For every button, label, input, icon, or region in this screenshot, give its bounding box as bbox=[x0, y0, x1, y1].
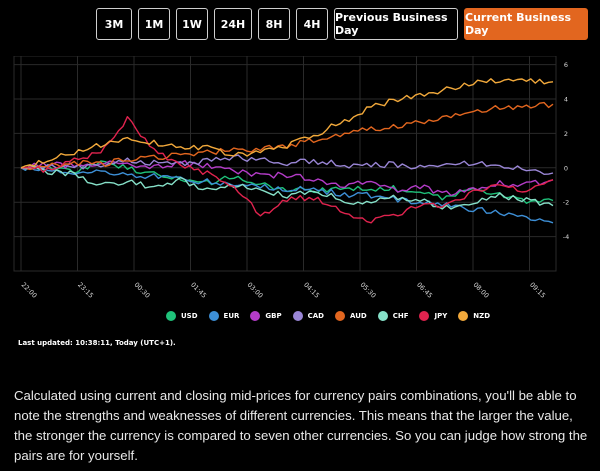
series-line-chf bbox=[20, 165, 554, 210]
legend-label: EUR bbox=[223, 312, 240, 320]
x-tick-label: 05:30 bbox=[359, 281, 378, 300]
timeframe-tabs: 3M 1M 1W 24H 8H 4H Previous Business Day Curren… bbox=[96, 8, 588, 42]
legend-swatch bbox=[335, 311, 345, 321]
legend-item-cad[interactable]: CAD bbox=[292, 311, 324, 321]
legend-item-jpy[interactable]: JPY bbox=[419, 311, 447, 321]
x-tick-label: 00:30 bbox=[133, 281, 152, 300]
tab-4h[interactable]: 4H bbox=[296, 8, 328, 40]
x-tick-label: 08:00 bbox=[472, 281, 491, 300]
legend-swatch bbox=[250, 311, 261, 321]
last-updated-text: Last updated: 10:38:11, Today (UTC+1). bbox=[18, 339, 176, 347]
tab-24h[interactable]: 24H bbox=[214, 8, 252, 40]
y-tick-label: 0 bbox=[564, 164, 568, 172]
currency-strength-chart: 22:00 23:15 00:30 01:45 03:00 04:15 05:30 06:45… bbox=[13, 56, 569, 300]
x-tick-label: 04:15 bbox=[302, 281, 321, 300]
series-line-gbp bbox=[20, 159, 554, 197]
series-line-nzd bbox=[20, 78, 554, 169]
tab-1w[interactable]: 1W bbox=[176, 8, 208, 40]
legend-item-chf[interactable]: CHF bbox=[377, 311, 409, 321]
legend-label: USD bbox=[181, 312, 198, 320]
tab-previous-business-day[interactable]: Previous Business Day bbox=[334, 8, 458, 40]
x-tick-label: 23:15 bbox=[76, 281, 95, 300]
y-tick-label: 6 bbox=[564, 61, 568, 69]
legend-item-aud[interactable]: AUD bbox=[335, 311, 367, 321]
series-line-eur bbox=[20, 166, 554, 224]
legend-label: NZD bbox=[473, 312, 491, 320]
tab-8h[interactable]: 8H bbox=[258, 8, 290, 40]
y-tick-label: -2 bbox=[563, 199, 569, 207]
legend-swatch bbox=[166, 311, 176, 321]
legend-item-usd[interactable]: USD bbox=[166, 311, 198, 321]
legend-swatch bbox=[419, 311, 430, 321]
description-paragraph: Calculated using current and closing mid… bbox=[14, 388, 588, 463]
x-tick-label: 22:00 bbox=[20, 281, 39, 300]
legend-item-eur[interactable]: EUR bbox=[208, 311, 240, 321]
plot-frame bbox=[13, 56, 557, 272]
legend-item-gbp[interactable]: GBP bbox=[250, 311, 282, 321]
legend-label: CHF bbox=[392, 312, 409, 320]
y-tick-label: -4 bbox=[563, 233, 569, 241]
tab-current-business-day[interactable]: Current Business Day bbox=[464, 8, 588, 40]
tab-3m[interactable]: 3M bbox=[96, 8, 132, 40]
series-line-cad bbox=[20, 154, 554, 176]
legend-swatch bbox=[208, 311, 219, 321]
legend-swatch bbox=[377, 311, 388, 321]
legend-label: AUD bbox=[350, 312, 367, 320]
x-tick-label: 01:45 bbox=[189, 281, 208, 300]
legend-label: JPY bbox=[434, 312, 448, 320]
legend-item-nzd[interactable]: NZD bbox=[458, 311, 490, 321]
x-tick-label: 06:45 bbox=[415, 281, 434, 300]
y-tick-label: 4 bbox=[564, 96, 568, 104]
chart-legend: USD EUR GBP CAD AUD CHF JPY NZD bbox=[166, 311, 490, 321]
x-tick-label: 03:00 bbox=[246, 281, 265, 300]
legend-label: GBP bbox=[265, 312, 282, 320]
legend-swatch bbox=[292, 311, 303, 321]
y-tick-label: 2 bbox=[564, 130, 568, 138]
x-tick-label: 09:15 bbox=[528, 281, 547, 300]
legend-swatch bbox=[458, 311, 469, 321]
tab-1m[interactable]: 1M bbox=[138, 8, 170, 40]
legend-label: CAD bbox=[307, 312, 324, 320]
